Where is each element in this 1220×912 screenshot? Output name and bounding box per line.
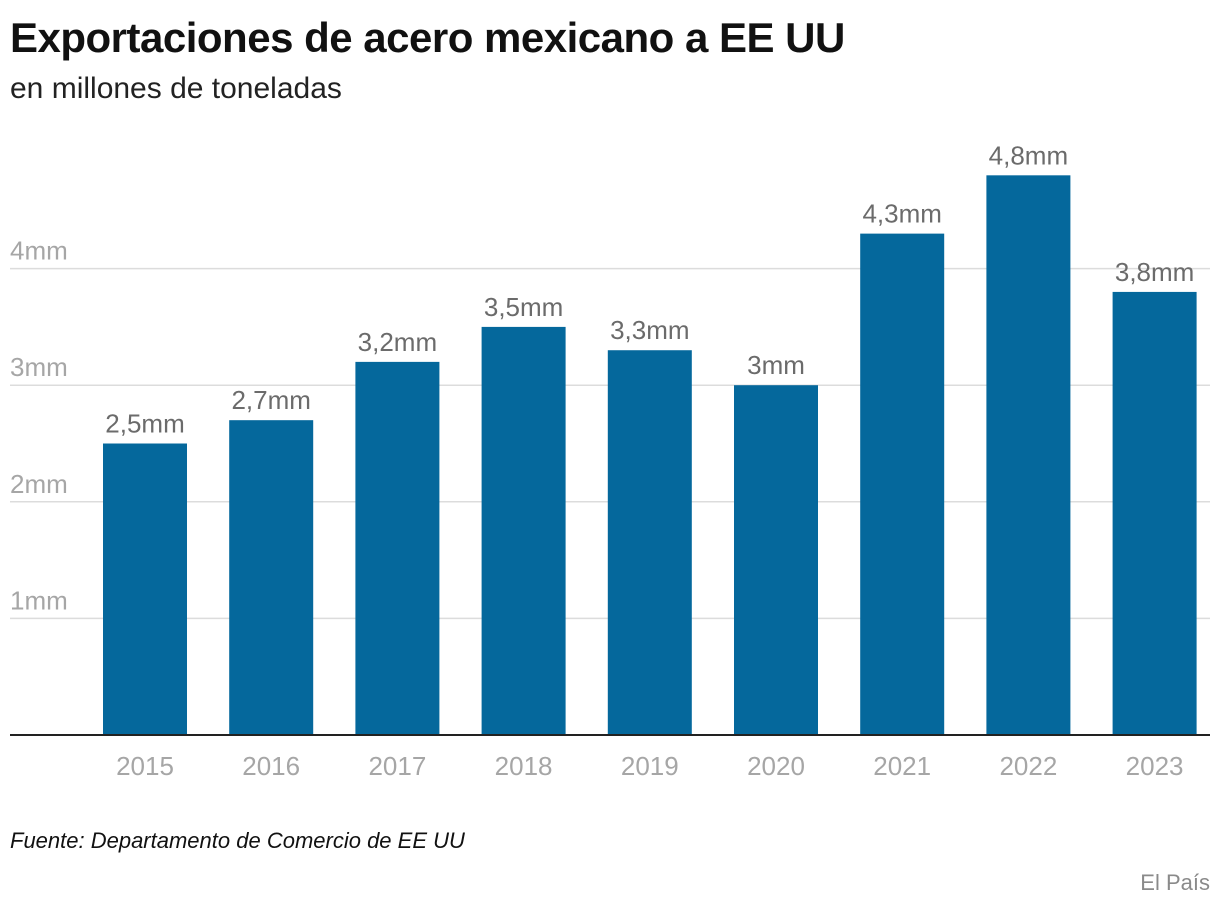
x-tick-label: 2019: [621, 751, 679, 781]
data-label: 4,3mm: [862, 199, 941, 229]
bar-2021: [860, 233, 945, 735]
bar-2023: [1112, 291, 1197, 735]
y-tick-label: 4mm: [10, 236, 68, 266]
x-tick-label: 2022: [999, 751, 1057, 781]
data-label: 3,8mm: [1115, 257, 1194, 287]
bar-2022: [986, 175, 1071, 735]
x-tick-label: 2018: [495, 751, 553, 781]
source-note: Fuente: Departamento de Comercio de EE U…: [10, 828, 465, 853]
bar-2020: [734, 385, 818, 735]
data-label: 4,8mm: [989, 140, 1068, 170]
bar-2015: [103, 443, 187, 735]
x-tick-label: 2015: [116, 751, 174, 781]
bar-2016: [229, 420, 314, 735]
data-label: 2,5mm: [105, 409, 184, 439]
x-tick-label: 2020: [747, 751, 805, 781]
chart-title: Exportaciones de acero mexicano a EE UU: [10, 14, 845, 61]
data-label: 3,2mm: [358, 327, 437, 357]
x-tick-label: 2021: [873, 751, 931, 781]
chart-subtitle: en millones de toneladas: [10, 72, 342, 105]
y-tick-label: 3mm: [10, 352, 68, 382]
bar-2018: [481, 326, 566, 735]
bar-2019: [607, 350, 692, 735]
x-tick-label: 2016: [242, 751, 300, 781]
x-tick-label: 2017: [368, 751, 426, 781]
y-tick-label: 2mm: [10, 469, 68, 499]
credit-label: El País: [1140, 870, 1210, 895]
data-label: 3mm: [747, 350, 805, 380]
data-label: 3,5mm: [484, 292, 563, 322]
y-tick-label: 1mm: [10, 585, 68, 615]
data-label: 3,3mm: [610, 315, 689, 345]
bar-chart: 1mm 2mm 3mm 4mm 2,5mm 2015 2,7mm 2016 3,2mm 2017 3…: [10, 140, 1210, 781]
bar-2017: [355, 361, 440, 735]
data-label: 2,7mm: [231, 385, 310, 415]
x-tick-label: 2023: [1126, 751, 1184, 781]
